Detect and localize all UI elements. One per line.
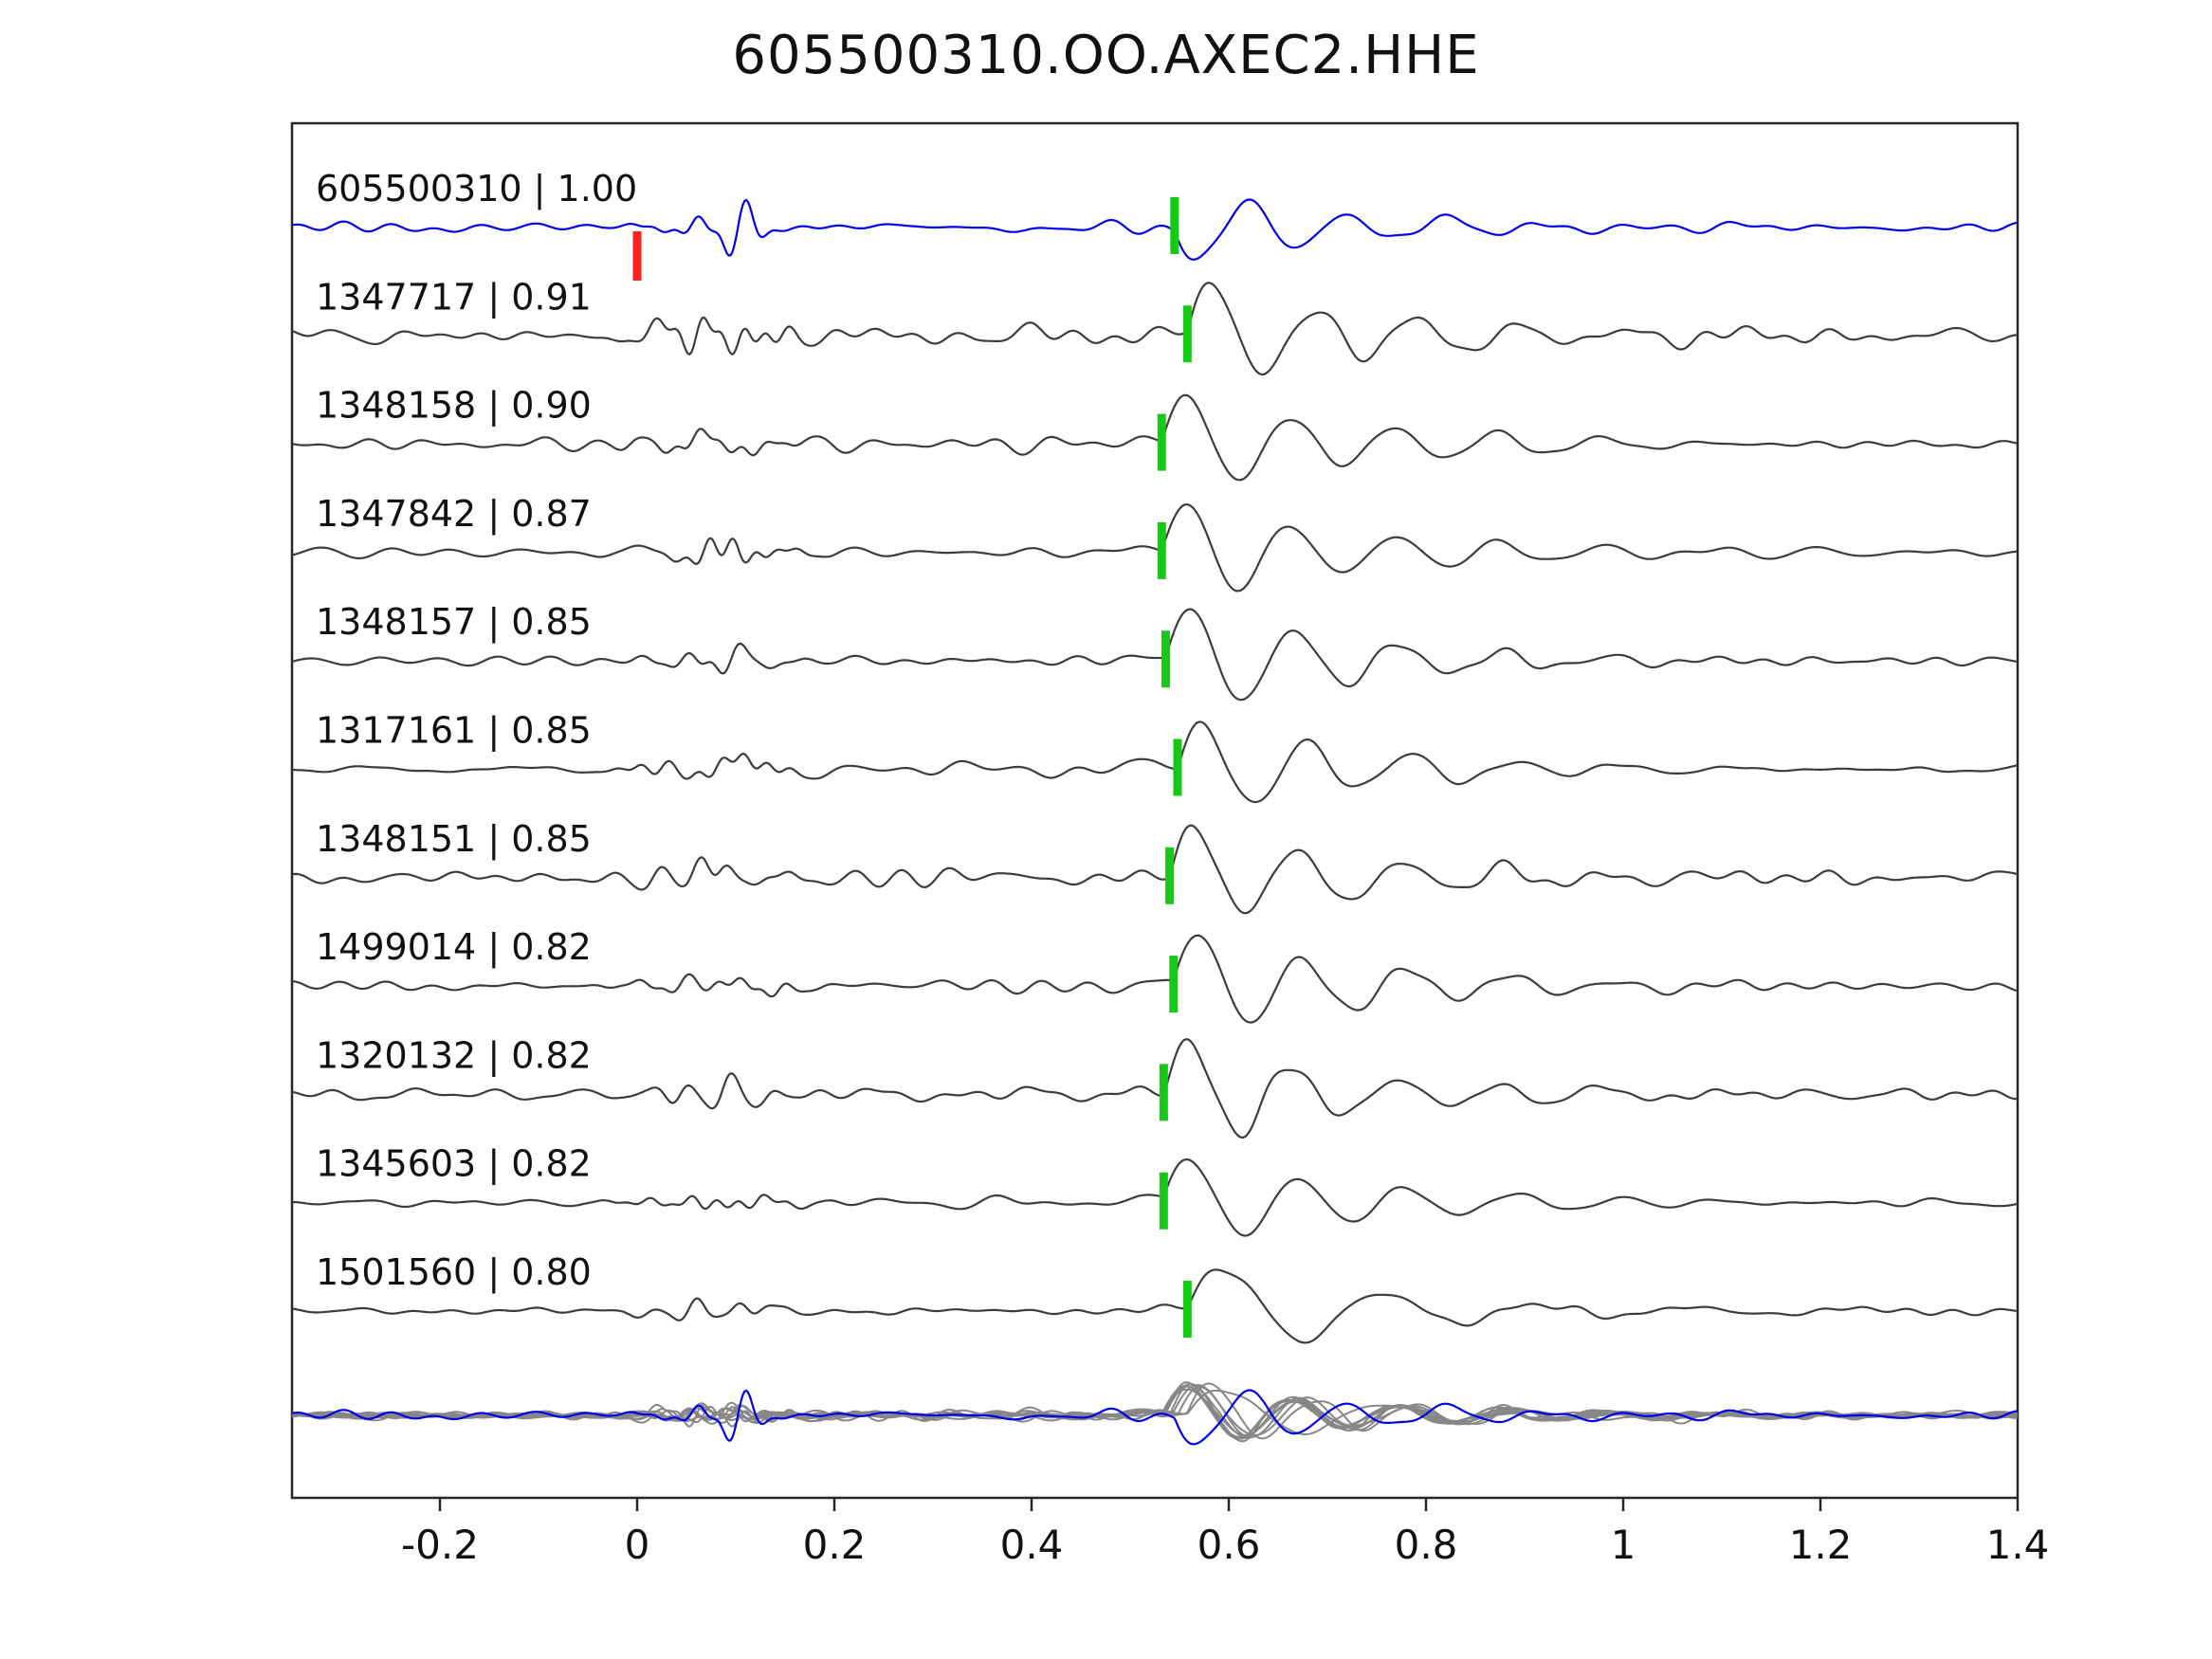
trace-label: 1348158 | 0.90 [316, 385, 592, 428]
trace-label: 1317161 | 0.85 [316, 710, 592, 753]
match-waveform-trace [291, 393, 2018, 482]
match-waveform-trace [291, 608, 2018, 702]
x-tick-label: 0.2 [803, 1522, 867, 1568]
x-tick-label: -0.2 [401, 1522, 479, 1568]
x-tick-label: 0.4 [1000, 1522, 1064, 1568]
trace-label: 1501560 | 0.80 [316, 1251, 592, 1294]
trace-label: 1347717 | 0.91 [316, 276, 592, 319]
match-waveform-trace [291, 934, 2018, 1024]
x-tick-label: 0.6 [1197, 1522, 1261, 1568]
reference-waveform-trace [291, 198, 2018, 261]
match-waveform-trace [291, 824, 2018, 915]
overlay-reference-trace [291, 1389, 2018, 1446]
trace-label: 1347842 | 0.87 [316, 493, 592, 536]
chart-title: 605500310.OO.AXEC2.HHE [732, 25, 1480, 86]
trace-label: 1345603 | 0.82 [316, 1143, 592, 1186]
x-tick-label: 1.4 [1986, 1522, 2050, 1568]
match-waveform-trace [291, 282, 2018, 376]
match-waveform-trace [291, 1038, 2018, 1139]
trace-label: 605500310 | 1.00 [316, 168, 637, 210]
x-tick-label: 1.2 [1789, 1522, 1853, 1568]
match-waveform-trace [291, 502, 2018, 592]
trace-label: 1348157 | 0.85 [316, 601, 592, 644]
match-waveform-trace [292, 1158, 2018, 1237]
match-waveform-trace [291, 1268, 2018, 1344]
match-waveform-trace [291, 720, 2018, 804]
trace-label: 1348151 | 0.85 [316, 818, 592, 861]
x-tick-label: 1 [1611, 1522, 1636, 1568]
x-tick-label: 0.8 [1395, 1522, 1458, 1568]
trace-label: 1320132 | 0.82 [316, 1034, 592, 1077]
axis-frame [290, 121, 2020, 1500]
x-tick-label: 0 [625, 1522, 650, 1568]
trace-label: 1499014 | 0.82 [316, 926, 592, 969]
